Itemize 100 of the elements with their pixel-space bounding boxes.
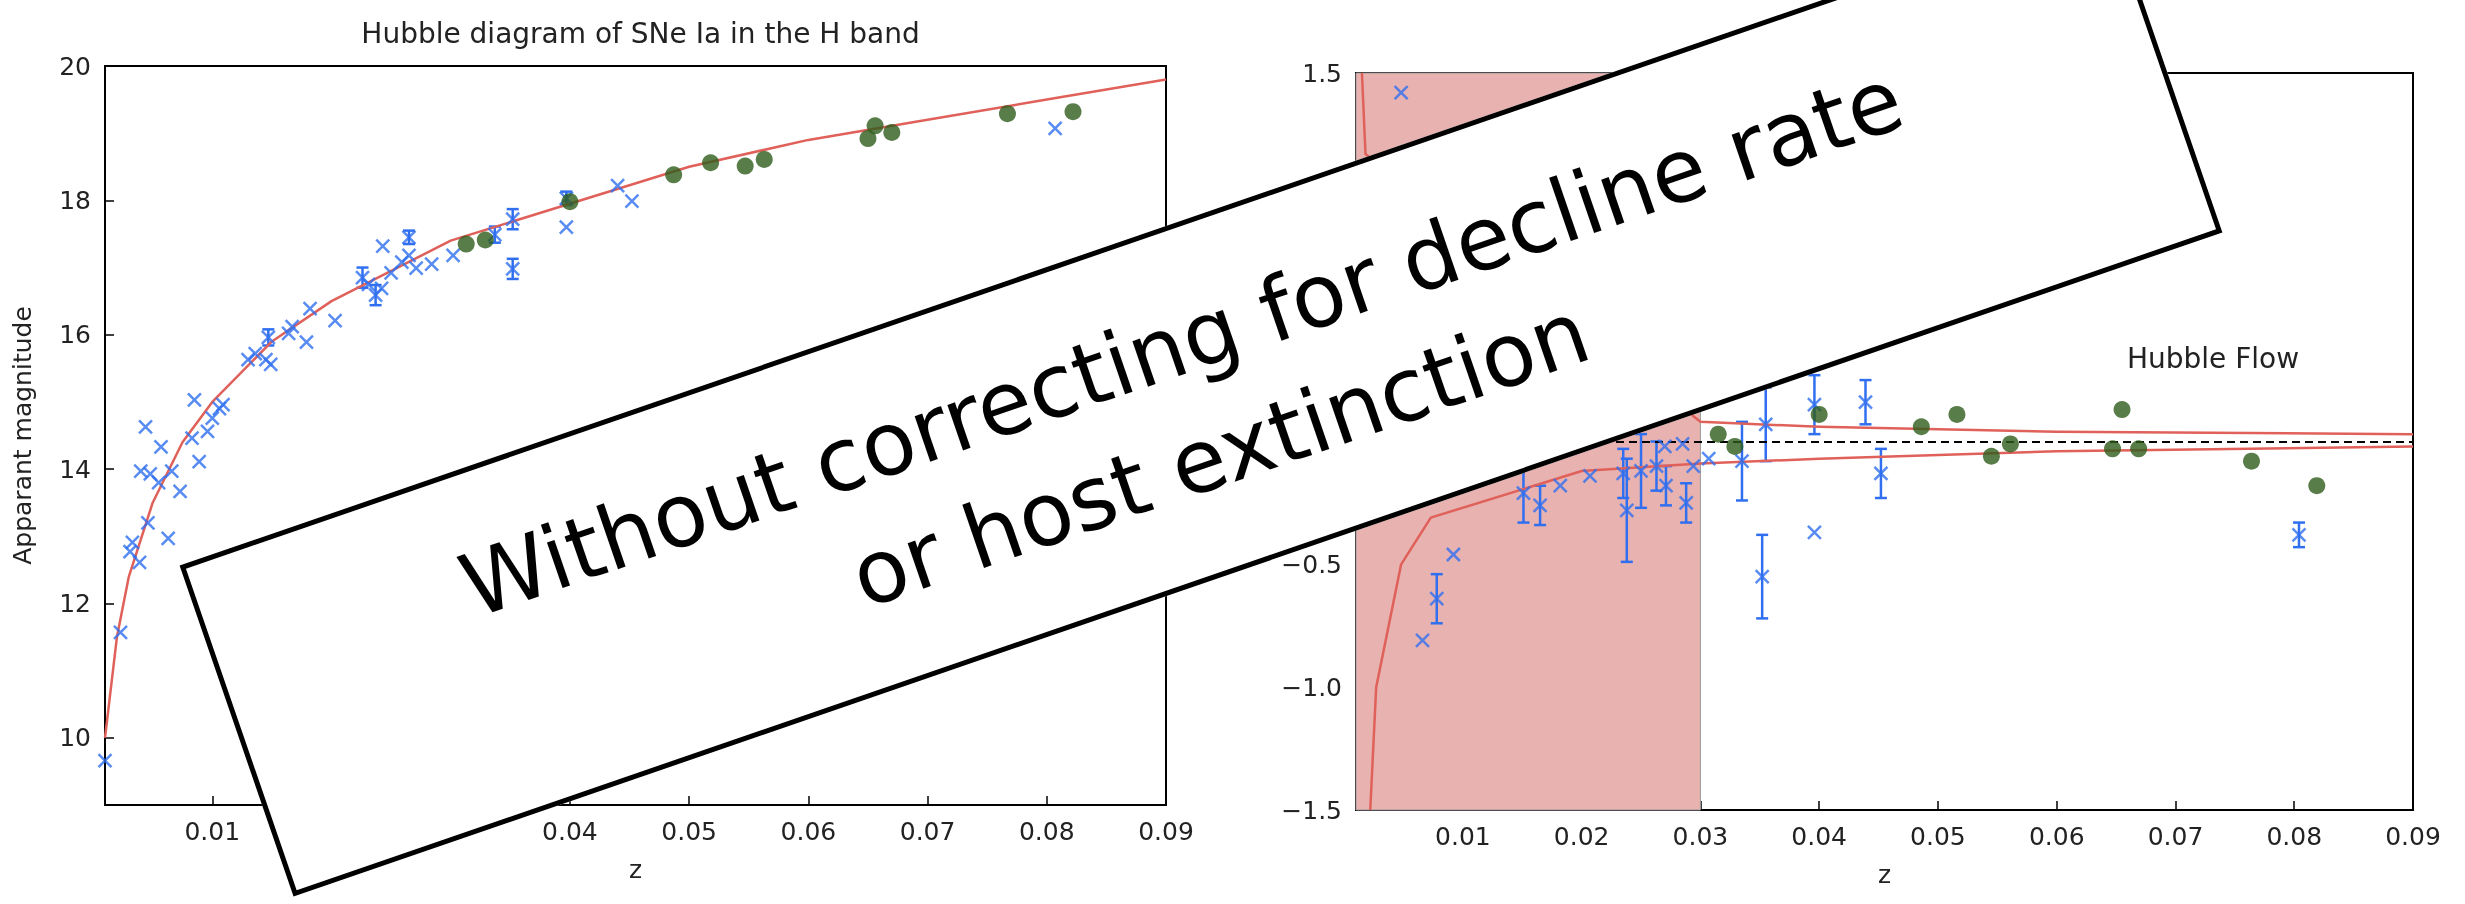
y-tick-label: 18 (59, 185, 91, 215)
point (665, 166, 683, 184)
point (624, 193, 640, 209)
point (1445, 546, 1462, 563)
point (1806, 524, 1823, 541)
point (2104, 440, 2122, 458)
point (1674, 436, 1691, 452)
point (1393, 84, 1409, 101)
x-tick-label: 0.03 (1672, 822, 1729, 851)
point (558, 219, 575, 235)
point (2243, 452, 2260, 470)
point (2130, 440, 2148, 458)
point (215, 396, 231, 413)
point (1734, 453, 1750, 469)
point (2001, 435, 2019, 453)
point (137, 419, 154, 435)
point (199, 423, 216, 440)
point (504, 261, 521, 277)
x-tick-label: 0.01 (1435, 822, 1491, 851)
point (133, 463, 149, 479)
x-tick-label: 0.04 (542, 817, 598, 846)
x-tick-label: 0.06 (2028, 822, 2085, 851)
point (164, 463, 180, 479)
point (476, 231, 494, 249)
point (1982, 447, 2000, 465)
x-axis-title: z (1877, 860, 1892, 889)
point (2291, 527, 2307, 543)
point (1700, 450, 1717, 467)
point (298, 334, 315, 350)
point (1810, 405, 1828, 423)
y-tick-label: 14 (59, 454, 91, 484)
point (1414, 632, 1431, 649)
y-tick-label: −1.0 (1281, 672, 1342, 702)
point (1532, 497, 1548, 514)
point (445, 247, 461, 264)
point (131, 554, 148, 571)
point (1064, 103, 1082, 121)
point (1047, 120, 1063, 137)
x-tick-label: 0.08 (2266, 822, 2323, 851)
point (1633, 463, 1649, 479)
y-tick-label: 20 (59, 51, 91, 81)
point (142, 466, 159, 482)
point (262, 356, 279, 373)
point (401, 247, 417, 264)
y-tick-label: −0.5 (1281, 549, 1342, 579)
x-tick-label: 0.05 (661, 817, 717, 846)
point (375, 238, 391, 254)
point (561, 193, 579, 211)
point (609, 177, 626, 194)
point (284, 318, 300, 335)
point (1857, 394, 1874, 410)
point (1757, 416, 1774, 433)
point (211, 400, 228, 417)
point (247, 345, 263, 362)
point (112, 624, 129, 641)
point (186, 392, 203, 408)
point (2308, 477, 2326, 495)
chart-title: Hubble diagram of SNe Ia in the H band (361, 16, 920, 50)
point (1912, 418, 1930, 436)
point (1806, 396, 1823, 413)
point (504, 211, 521, 227)
x-axis-title: z (628, 855, 643, 884)
point (1948, 405, 1966, 423)
point (1619, 502, 1635, 519)
point (97, 752, 113, 769)
point (408, 260, 424, 276)
point (866, 117, 884, 135)
point (160, 530, 176, 547)
x-tick-label: 0.06 (780, 817, 837, 846)
point (327, 312, 343, 329)
point (153, 439, 169, 455)
x-tick-label: 0.04 (1791, 822, 1848, 851)
point (240, 351, 256, 368)
x-tick-label: 0.09 (1138, 817, 1194, 846)
y-tick-label: 12 (59, 588, 91, 618)
point (423, 256, 440, 272)
x-tick-label: 0.07 (899, 817, 956, 846)
point (2113, 401, 2131, 419)
point (383, 265, 399, 281)
point (883, 124, 901, 142)
point (998, 105, 1016, 123)
point (1709, 425, 1727, 443)
point (1678, 495, 1694, 511)
point (1873, 465, 1889, 482)
y-axis-title: Apparant magnitude (8, 306, 37, 565)
y-tick-label: 10 (59, 723, 91, 753)
point (184, 430, 200, 446)
point (1429, 590, 1445, 607)
point (191, 453, 207, 470)
x-tick-label: 0.09 (2385, 822, 2441, 851)
point (172, 483, 188, 500)
point (736, 157, 754, 175)
point (1648, 458, 1665, 474)
point (140, 515, 156, 531)
point (457, 235, 475, 253)
x-tick-label: 0.01 (184, 817, 241, 846)
x-tick-label: 0.05 (1910, 822, 1966, 851)
x-tick-label: 0.08 (1018, 817, 1075, 846)
point (150, 474, 167, 491)
point (1615, 465, 1631, 482)
